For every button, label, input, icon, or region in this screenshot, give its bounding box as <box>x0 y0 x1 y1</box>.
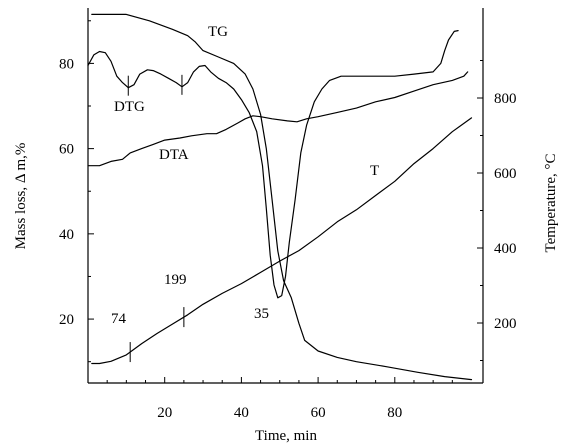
x-tick-label: 20 <box>157 405 172 421</box>
left-axis-title: Mass loss, Δ m,% <box>13 143 29 250</box>
x-axis-ticks: 20 40 60 80 <box>106 377 453 421</box>
curve-tg <box>91 13 473 381</box>
left-axis-ticks: 20 40 60 80 <box>59 20 94 363</box>
annotation-199: 199 <box>164 272 187 288</box>
curve-label-dta: DTA <box>159 147 189 163</box>
annotation-35: 35 <box>254 306 269 322</box>
curves <box>87 13 473 381</box>
curve-t <box>91 117 473 365</box>
right-tick-label: 200 <box>494 316 517 332</box>
right-axis-ticks: 200 400 600 800 <box>477 60 517 361</box>
curve-label-t: T <box>370 163 379 179</box>
annotation-74: 74 <box>111 311 127 327</box>
x-tick-label: 40 <box>234 405 249 421</box>
curve-dta <box>87 71 469 167</box>
right-tick-label: 600 <box>494 166 517 182</box>
left-tick-label: 20 <box>59 312 74 328</box>
left-tick-label: 80 <box>59 56 74 72</box>
left-tick-label: 40 <box>59 227 74 243</box>
peak-markers <box>127 74 185 363</box>
right-tick-label: 800 <box>494 91 517 107</box>
right-tick-label: 400 <box>494 241 517 257</box>
x-tick-label: 60 <box>311 405 326 421</box>
x-axis-title: Time, min <box>255 428 317 444</box>
left-tick-label: 60 <box>59 142 74 158</box>
right-axis-title: Temperature, °C <box>543 153 559 252</box>
curve-label-tg: TG <box>208 24 228 40</box>
curve-label-dtg: DTG <box>114 99 145 115</box>
x-tick-label: 80 <box>387 405 402 421</box>
curve-dtg <box>87 30 459 299</box>
